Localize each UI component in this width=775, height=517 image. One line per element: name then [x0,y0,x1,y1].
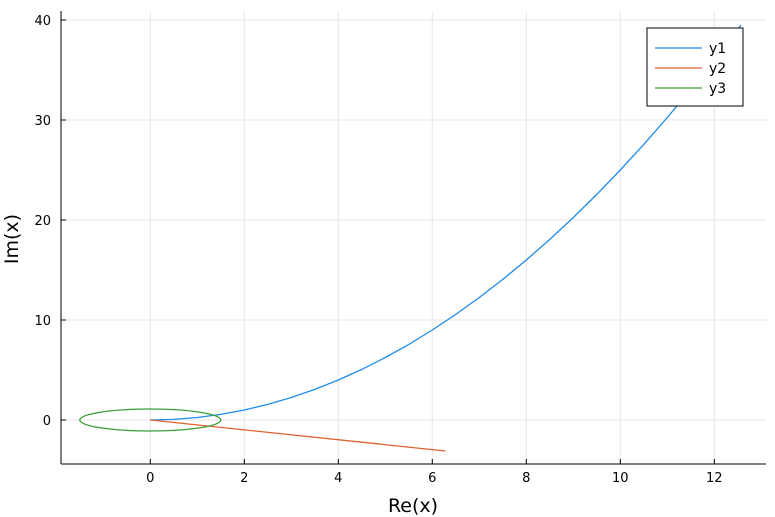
x-tick-label: 0 [146,471,154,486]
y-tick-label: 20 [34,214,51,229]
x-tick-label: 2 [240,471,248,486]
legend-label-y2: y2 [709,61,726,77]
x-tick-label: 6 [428,471,436,486]
x-tick-label: 12 [706,471,723,486]
series-line-y1 [150,24,742,421]
x-tick-label: 4 [334,471,342,486]
legend-label-y3: y3 [709,81,726,97]
x-tick-label: 10 [612,471,629,486]
series-line-y2 [150,419,446,452]
y-tick-label: 30 [34,114,51,129]
grid-lines [61,11,766,464]
tick-labels: 0 2 4 6 8 10 12 0 10 20 30 40 [34,14,722,486]
legend-label-y1: y1 [709,41,726,57]
y-tick-label: 40 [34,14,51,29]
y-axis-label: Im(x) [1,214,23,264]
series-line-y3 [79,408,222,432]
axes [60,11,766,465]
y-tick-label: 10 [34,314,51,329]
legend-box [646,27,744,107]
x-tick-label: 8 [522,471,530,486]
y-tick-label: 0 [43,414,51,429]
series-lines [79,24,742,452]
x-axis-label: Re(x) [388,495,438,517]
legend: y1 y2 y3 [646,27,744,107]
